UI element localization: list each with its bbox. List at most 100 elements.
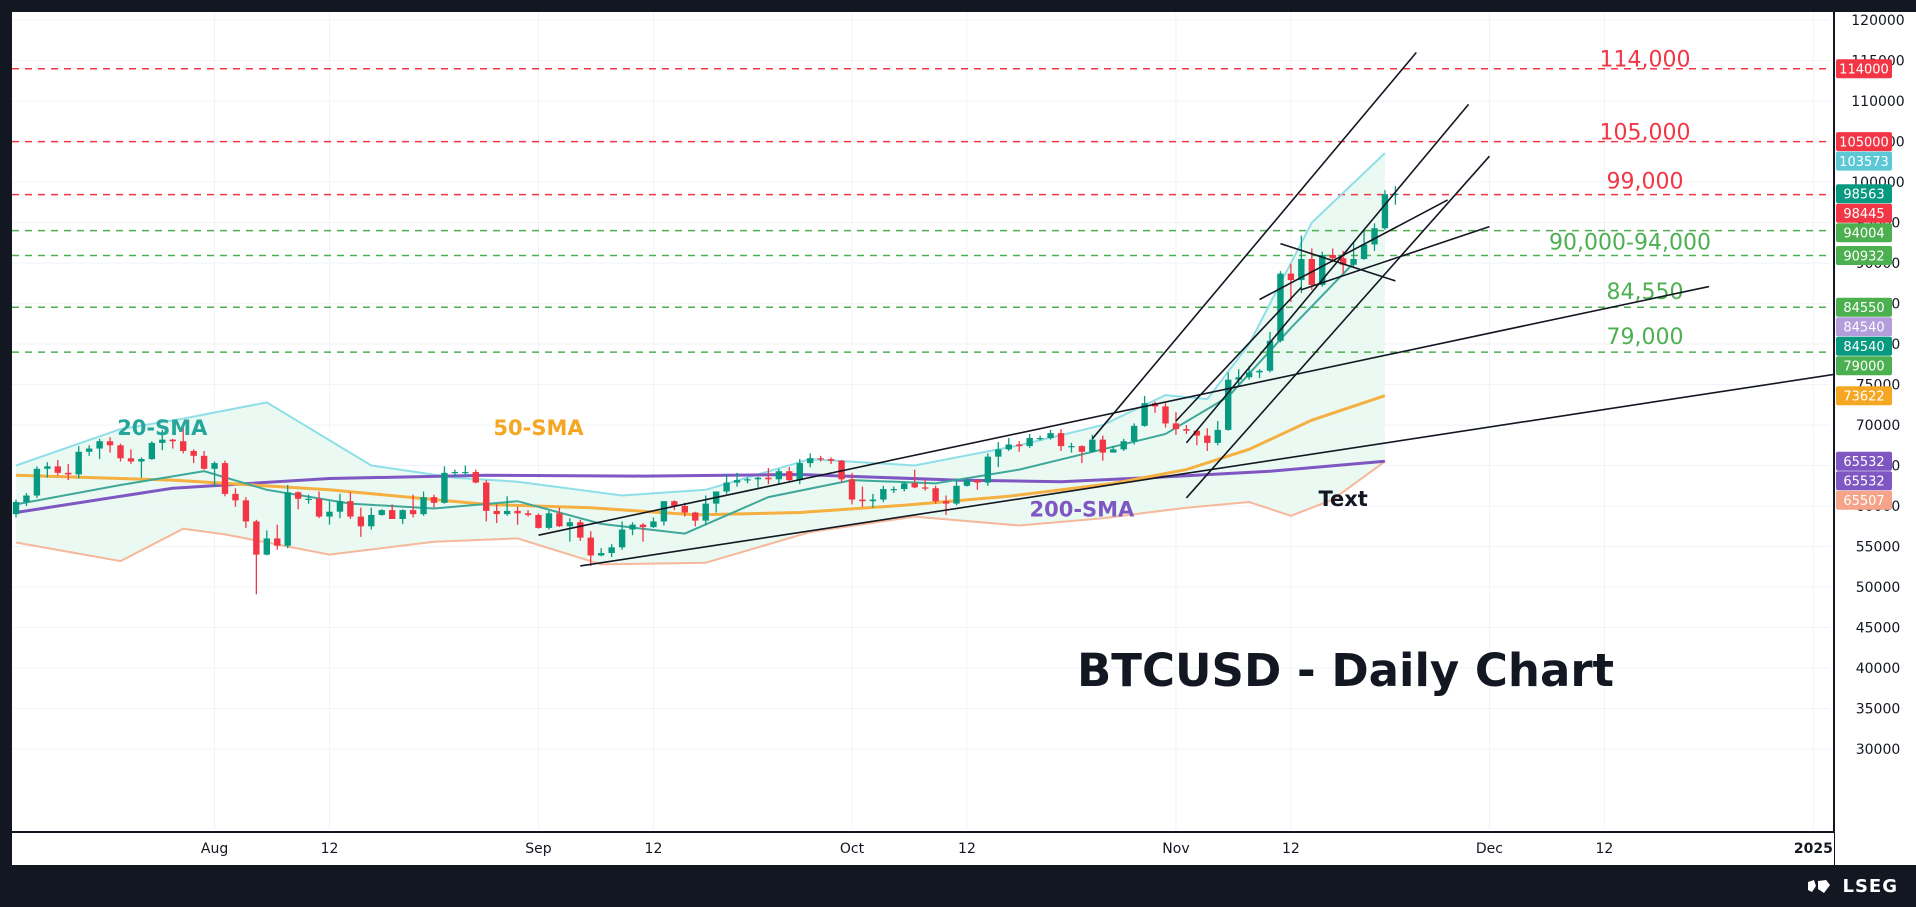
candle-body — [1361, 244, 1367, 259]
candle-body — [337, 501, 343, 512]
price-tag-text: 65532 — [1843, 475, 1884, 490]
y-tick-label: 40000 — [1856, 661, 1901, 677]
candle-body — [494, 511, 500, 514]
candle[interactable] — [535, 513, 541, 528]
candle-body — [399, 510, 405, 519]
x-tick-label: Oct — [840, 841, 865, 857]
candle-body — [295, 492, 301, 498]
candle-body — [201, 456, 207, 469]
candle-body — [682, 506, 688, 512]
lseg-logo-icon — [1806, 878, 1834, 896]
price-tag-text: 98445 — [1843, 207, 1884, 222]
level-label: 105,000 — [1600, 121, 1691, 146]
price-tag-text: 84550 — [1843, 301, 1884, 316]
candle-body — [1131, 426, 1137, 441]
candle-body — [703, 504, 709, 521]
candle-body — [504, 511, 510, 514]
candle-body — [86, 449, 92, 452]
x-tick-label: 12 — [645, 841, 663, 857]
candle-body — [1204, 436, 1210, 443]
candle-body — [807, 458, 813, 463]
candle-body — [473, 472, 479, 483]
candle-body — [755, 478, 761, 480]
price-tag: 65532 — [1836, 452, 1892, 471]
x-tick-label: Sep — [525, 841, 552, 857]
x-tick-label: 12 — [958, 841, 976, 857]
candle-body — [211, 463, 217, 469]
candle-body — [598, 553, 604, 555]
annotation-label: 50-SMA — [493, 416, 584, 440]
candle-body — [34, 469, 40, 496]
level-label: 99,000 — [1607, 170, 1684, 195]
price-tag: 90932 — [1836, 246, 1892, 265]
candle-body — [1183, 429, 1189, 431]
price-tag: 73622 — [1836, 386, 1892, 405]
candle[interactable] — [34, 466, 40, 498]
candle-body — [316, 499, 322, 517]
candle-body — [943, 501, 949, 503]
candle-body — [776, 471, 782, 479]
candle[interactable] — [149, 441, 155, 460]
candle-body — [953, 486, 959, 504]
candle-body — [922, 487, 928, 488]
price-tag-text: 84540 — [1843, 321, 1884, 336]
price-tag-text: 65532 — [1843, 455, 1884, 470]
candle-body — [253, 521, 259, 554]
candle[interactable] — [1225, 372, 1231, 430]
price-tag-text: 103573 — [1839, 155, 1889, 170]
annotation-label: 20-SMA — [117, 416, 208, 440]
candle-body — [1058, 433, 1064, 446]
candle-body — [901, 483, 907, 489]
candle-body — [567, 522, 573, 526]
y-tick-label: 30000 — [1856, 742, 1901, 758]
candle-body — [264, 538, 270, 554]
candle[interactable] — [285, 485, 291, 548]
candle[interactable] — [379, 509, 385, 515]
price-tag-text: 79000 — [1843, 360, 1884, 375]
candle-body — [619, 530, 625, 548]
x-tick-label: 12 — [1282, 841, 1300, 857]
candle-body — [159, 440, 165, 443]
annotation-label: 200-SMA — [1029, 498, 1135, 522]
x-tick-label: Aug — [201, 841, 228, 857]
candle-body — [1350, 259, 1356, 265]
candle-body — [180, 441, 186, 451]
y-tick-label: 55000 — [1856, 540, 1901, 556]
candle-body — [514, 511, 520, 513]
candle-body — [974, 480, 980, 482]
x-tick-label: Nov — [1162, 841, 1189, 857]
price-tag: 84540 — [1836, 337, 1892, 356]
candle-body — [368, 515, 374, 526]
candle-body — [640, 525, 646, 527]
candle-body — [452, 472, 458, 473]
candle-body — [431, 497, 437, 503]
price-tag-text: 105000 — [1839, 136, 1889, 151]
candle-body — [661, 501, 667, 521]
candle-body — [1371, 228, 1377, 244]
candle-body — [734, 480, 740, 482]
price-tag: 84540 — [1836, 317, 1892, 336]
candle-body — [535, 515, 541, 528]
candle-body — [117, 445, 123, 458]
candle-body — [629, 525, 635, 530]
candle-body — [222, 463, 228, 494]
candle[interactable] — [1382, 190, 1388, 230]
candle[interactable] — [932, 486, 938, 504]
chart-title: BTCUSD - Daily Chart — [1077, 644, 1614, 697]
price-tag: 114000 — [1836, 59, 1892, 78]
x-tick-label: 2025 — [1794, 841, 1833, 857]
price-tag: 103573 — [1836, 152, 1892, 171]
candle-body — [525, 513, 531, 515]
candle[interactable] — [985, 453, 991, 485]
candle-body — [441, 473, 447, 503]
candle-body — [1246, 372, 1252, 377]
price-tag: 65507 — [1836, 491, 1892, 510]
candle[interactable] — [546, 511, 552, 530]
price-tag-text: 114000 — [1839, 63, 1889, 78]
candle-body — [932, 488, 938, 501]
candle[interactable] — [222, 461, 228, 497]
price-tag-text: 73622 — [1843, 390, 1884, 405]
candle-body — [190, 451, 196, 456]
candle-body — [44, 466, 50, 468]
